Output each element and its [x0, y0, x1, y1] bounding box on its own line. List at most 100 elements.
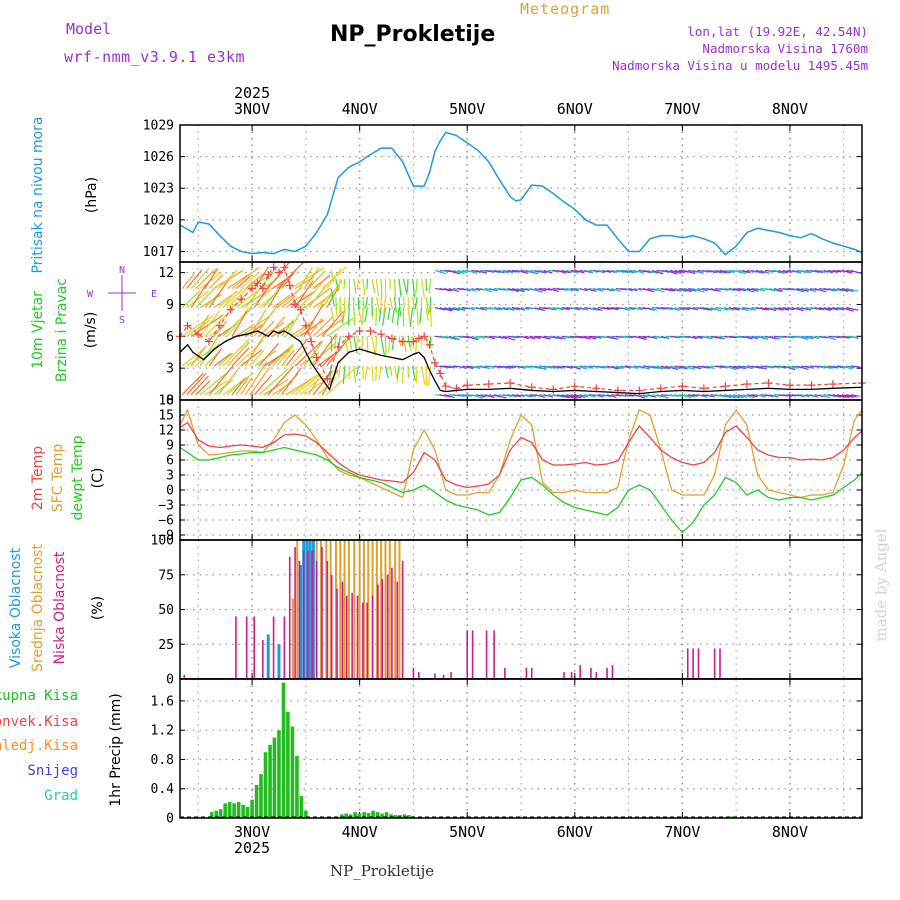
wind-arrow [227, 273, 250, 290]
wind-arrow [633, 394, 646, 399]
wind-arrow [561, 365, 573, 369]
wind-arrow [335, 278, 340, 292]
wind-arrow [353, 336, 358, 354]
mid-cloud-bar [347, 540, 350, 679]
precip-bar [348, 814, 353, 818]
wind-arrow [258, 320, 275, 337]
wind-arrow [195, 287, 216, 309]
wind-arrow [263, 276, 289, 309]
wind-arrow [665, 287, 676, 292]
wind-arrow [728, 365, 739, 370]
wind-gust-marker [430, 358, 439, 367]
wind-arrow [402, 296, 405, 308]
dewpt-temp-label: dewpt Temp [70, 435, 86, 520]
wind-arrow [819, 335, 828, 339]
wind-arrow [480, 287, 493, 293]
wind-arrow [475, 335, 486, 339]
wind-arrow [715, 269, 727, 274]
wind-gust-marker [549, 385, 558, 394]
wind-arrow [502, 287, 514, 292]
day-label-bottom: 4NOV [342, 823, 378, 841]
wind-arrow [579, 394, 589, 398]
temp-2m-label: 2m Temp [30, 446, 46, 510]
wind-arrow [606, 269, 616, 273]
wind-arrow [308, 270, 326, 289]
wind-arrow [414, 296, 418, 309]
wind-arrow [425, 336, 429, 348]
wind-gust-marker [253, 279, 262, 288]
wind-arrow [755, 365, 768, 370]
wind-arrow [584, 287, 597, 292]
wind-arrow [769, 365, 779, 369]
wind-arrow [710, 287, 721, 292]
wind-arrow [208, 274, 224, 289]
mid-cloud-bar [375, 540, 378, 679]
wind-arrow [828, 394, 841, 398]
wind-arrow [208, 347, 223, 367]
wind-arrow [507, 394, 517, 398]
wind-arrow [724, 307, 735, 311]
wind-arrow [746, 307, 757, 311]
wind-gust-marker [274, 268, 283, 277]
wind-arrow [299, 282, 323, 309]
wind-arrow [364, 307, 368, 323]
wind-arrow [674, 287, 687, 293]
wind-arrow [841, 287, 854, 292]
wind-arrow [782, 307, 795, 311]
mid-cloud-bar [339, 540, 342, 679]
compass-e: E [151, 289, 157, 300]
wind-arrow [471, 335, 480, 339]
low-cloud-bar [493, 630, 495, 679]
wind-arrow [448, 287, 460, 293]
wind-arrow [633, 269, 645, 274]
wind-arrow [773, 269, 784, 275]
wind-arrow [602, 394, 612, 398]
wind-arrow [231, 377, 247, 396]
wind-arrow [846, 307, 859, 311]
wind-arrow [674, 394, 683, 398]
wind-arrow [823, 269, 834, 274]
y-tick-label: 0 [166, 394, 174, 409]
mid-cloud-bar [394, 540, 397, 679]
wind-arrow [520, 287, 530, 291]
wind-arrow [701, 307, 713, 311]
high-cloud-bar [308, 540, 312, 679]
wind-arrow [846, 287, 859, 292]
wind-arrow [810, 335, 820, 340]
wind-gust-marker [414, 334, 423, 343]
wind-arrow [204, 292, 220, 309]
wind-gust-marker [420, 332, 429, 341]
wind-arrow [566, 287, 579, 292]
low-cloud-bar [719, 648, 721, 679]
wind-arrow [561, 394, 574, 399]
wind-arrow [326, 268, 342, 289]
wind-arrow [651, 269, 664, 275]
wind-arrow [186, 373, 207, 396]
year-label-top: 2025 [234, 84, 270, 102]
wind-arrow [764, 365, 776, 369]
wind-arrow [733, 269, 747, 275]
wind-arrow [647, 307, 658, 311]
wind-arrow [471, 394, 484, 399]
precip-bar [366, 812, 371, 818]
wind-arrow [846, 394, 857, 398]
footer-station-name: NP_Prokletije [330, 862, 435, 880]
wind-arrow [832, 307, 845, 311]
wind-gust-marker [506, 379, 515, 388]
wind-arrow [343, 297, 346, 317]
precip-bar [290, 726, 295, 818]
wind-arrow [415, 278, 418, 294]
wind-arrow [791, 394, 805, 397]
wind-arrow [805, 365, 815, 369]
wind-arrow [276, 262, 304, 289]
wind-arrow [199, 332, 221, 367]
wind-arrow [398, 278, 402, 298]
y-tick-label: −6 [158, 514, 174, 529]
wind-arrow [719, 307, 729, 311]
wind-arrow [692, 269, 705, 274]
wind-arrow [584, 269, 594, 274]
y-tick-label: 0 [166, 812, 174, 827]
wind-arrow [547, 307, 558, 310]
wind-arrow [435, 307, 446, 311]
sfc-temp-line [179, 408, 863, 499]
